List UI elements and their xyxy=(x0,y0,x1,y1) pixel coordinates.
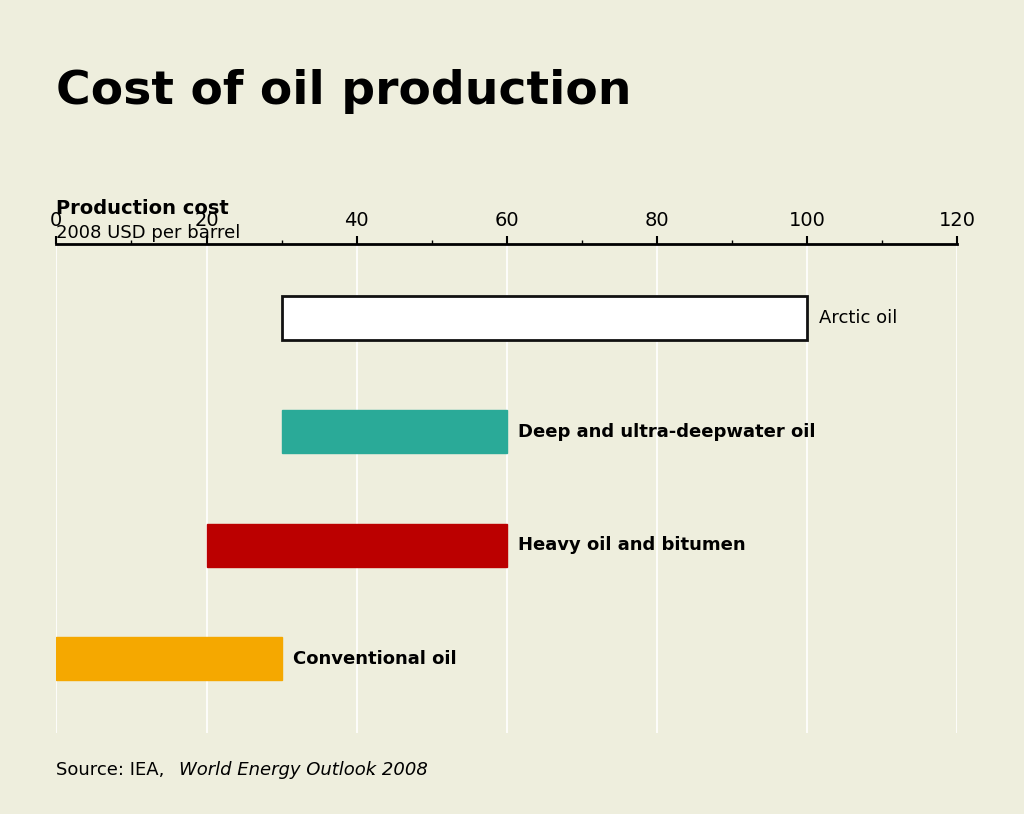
Text: .: . xyxy=(369,761,375,779)
Text: Cost of oil production: Cost of oil production xyxy=(56,69,632,114)
Text: Source: IEA,: Source: IEA, xyxy=(56,761,170,779)
Text: Production cost: Production cost xyxy=(56,199,229,218)
Text: Deep and ultra-deepwater oil: Deep and ultra-deepwater oil xyxy=(518,422,816,440)
Text: Conventional oil: Conventional oil xyxy=(293,650,457,667)
Text: Heavy oil and bitumen: Heavy oil and bitumen xyxy=(518,536,745,554)
Text: Arctic oil: Arctic oil xyxy=(818,309,897,327)
Bar xyxy=(282,296,807,339)
Text: World Energy Outlook 2008: World Energy Outlook 2008 xyxy=(179,761,428,779)
Text: 2008 USD per barrel: 2008 USD per barrel xyxy=(56,224,241,242)
Bar xyxy=(207,523,507,567)
Bar xyxy=(282,410,507,453)
Bar xyxy=(56,637,282,681)
